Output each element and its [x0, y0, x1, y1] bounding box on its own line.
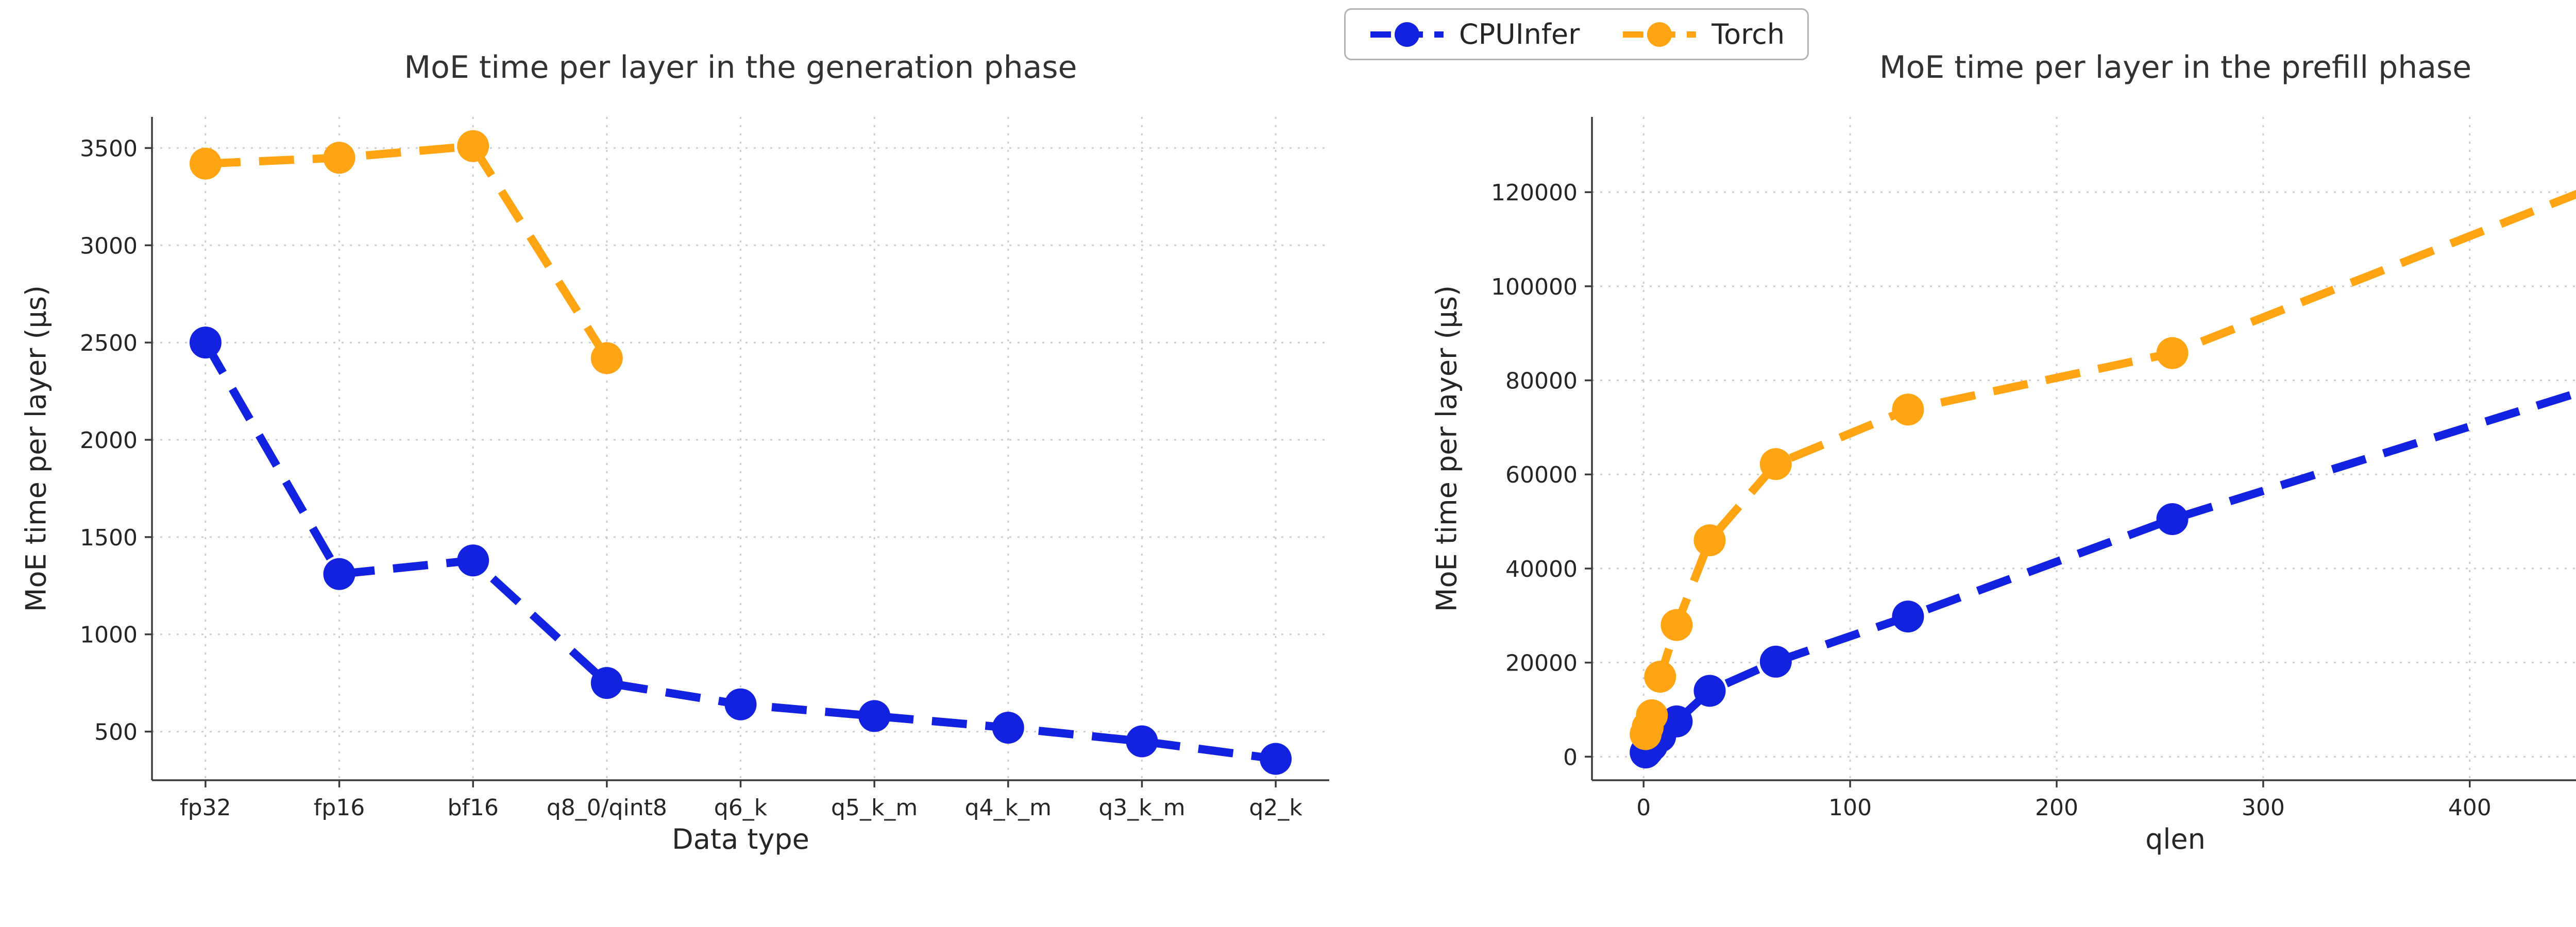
cpuinfer-marker — [323, 558, 355, 590]
torch-marker — [1660, 609, 1693, 641]
torch-marker — [457, 130, 489, 162]
cpuinfer-marker — [2156, 503, 2189, 535]
y-tick-label: 500 — [94, 719, 138, 746]
y-tick-label: 40000 — [1505, 556, 1578, 582]
legend-label-torch: Torch — [1711, 18, 1785, 50]
prefill-plot-area: 0100200300400500020000400006000080000100… — [1491, 117, 2576, 821]
y-tick-label: 120000 — [1491, 180, 1578, 206]
torch-marker — [1892, 393, 1924, 426]
x-tick-label: 100 — [1828, 795, 1872, 821]
x-tick-label: q4_k_m — [965, 795, 1052, 821]
cpuinfer-line — [1642, 389, 2576, 756]
x-tick-label: q5_k_m — [831, 795, 918, 821]
torch-marker — [2156, 337, 2189, 369]
cpuinfer-marker — [1892, 600, 1924, 633]
cpuinfer-marker — [457, 544, 489, 577]
generation-x-axis-label: Data type — [672, 823, 809, 855]
torch-line-swatch — [1623, 22, 1697, 47]
cpuinfer-marker — [189, 327, 222, 359]
x-tick-label: q2_k — [1249, 795, 1302, 821]
y-tick-label: 3500 — [80, 135, 138, 162]
y-tick-label: 60000 — [1505, 462, 1578, 488]
cpuinfer-marker — [1126, 725, 1158, 758]
y-tick-label: 2500 — [80, 330, 138, 356]
legend-item-torch: Torch — [1621, 18, 1785, 50]
torch-marker — [1759, 448, 1792, 480]
legend-label-cpuinfer: CPUInfer — [1459, 18, 1580, 50]
y-tick-label: 1500 — [80, 525, 138, 551]
torch-line — [205, 142, 611, 360]
generation-chart: fp32 fp16 bf16 q8_0/qint8 q6_k q5_k_m q4_k_m q3… — [20, 49, 1329, 855]
torch-marker — [1693, 524, 1726, 557]
y-tick-label: 2000 — [80, 427, 138, 454]
x-tick-label: bf16 — [447, 795, 498, 821]
prefill-chart-title: MoE time per layer in the prefill phase — [1879, 49, 2472, 85]
generation-y-axis-label: MoE time per layer (µs) — [20, 285, 53, 612]
x-tick-label: q3_k_m — [1098, 795, 1185, 821]
cpuinfer-marker — [590, 667, 623, 699]
cpuinfer-marker — [1759, 645, 1792, 678]
x-tick-label: fp32 — [180, 795, 231, 821]
prefill-y-axis-label: MoE time per layer (µs) — [1430, 285, 1463, 612]
x-tick-label: q8_0/qint8 — [547, 795, 667, 821]
cpuinfer-marker — [858, 700, 891, 732]
x-tick-label: 200 — [2035, 795, 2078, 821]
torch-marker — [189, 147, 222, 180]
x-tick-label: q6_k — [714, 795, 768, 821]
torch-marker — [323, 142, 355, 174]
cpuinfer-marker — [1660, 705, 1693, 737]
prefill-x-axis-label: qlen — [2145, 823, 2206, 855]
y-tick-label: 100000 — [1491, 274, 1578, 300]
prefill-chart: 0100200300400500020000400006000080000100… — [1391, 0, 2576, 927]
y-tick-label: 0 — [1563, 744, 1578, 770]
torch-marker — [1644, 661, 1676, 693]
generation-chart-title: MoE time per layer in the generation pha… — [404, 49, 1077, 85]
cpuinfer-marker — [1260, 743, 1292, 775]
cpuinfer-marker — [724, 688, 757, 720]
generation-plot-area: fp32 fp16 bf16 q8_0/qint8 q6_k q5_k_m q4_k_m q3… — [80, 117, 1329, 821]
x-tick-label: 300 — [2242, 795, 2285, 821]
y-tick-label: 80000 — [1505, 368, 1578, 394]
cpuinfer-line-swatch — [1370, 22, 1444, 47]
y-tick-label: 3000 — [80, 233, 138, 259]
torch-marker — [1636, 699, 1668, 731]
cpuinfer-marker — [992, 712, 1024, 744]
legend-item-cpuinfer: CPUInfer — [1368, 18, 1580, 50]
x-tick-label: 400 — [2448, 795, 2492, 821]
x-tick-label: 0 — [1636, 795, 1651, 821]
x-tick-label: fp16 — [314, 795, 365, 821]
torch-marker — [590, 342, 623, 374]
y-tick-label: 1000 — [80, 622, 138, 648]
legend: CPUInfer Torch — [1344, 8, 1809, 60]
y-tick-label: 20000 — [1505, 650, 1578, 677]
cpuinfer-marker — [1693, 675, 1726, 707]
